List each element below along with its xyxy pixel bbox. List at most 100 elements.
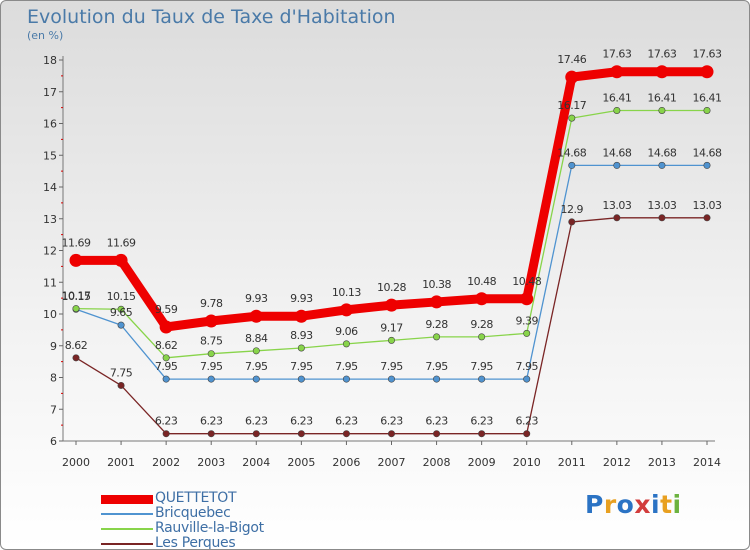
data-point: [520, 292, 534, 306]
data-point: [207, 375, 215, 383]
data-point: [387, 375, 395, 383]
data-point: [385, 298, 398, 312]
data-label: 17.63: [602, 48, 631, 61]
data-label: 8.75: [200, 335, 223, 348]
y-tick-label: 18: [43, 54, 57, 67]
legend-label: Rauville-la-Bigot: [155, 520, 264, 536]
legend-label: QUETTETOT: [155, 490, 237, 506]
data-point: [72, 305, 80, 313]
data-label: 10.13: [332, 286, 361, 299]
logo-letter: o: [616, 490, 635, 519]
data-label: 14.68: [647, 146, 676, 159]
y-tick-label: 6: [50, 435, 57, 448]
y-tick-label: 8: [50, 372, 57, 385]
data-label: 10.17: [62, 290, 91, 303]
x-tick-label: 2013: [648, 456, 676, 469]
y-tick-label: 15: [43, 149, 57, 162]
data-point: [565, 70, 579, 84]
data-point: [387, 430, 395, 438]
data-label: 10.48: [512, 275, 541, 288]
x-tick-label: 2011: [558, 456, 586, 469]
logo-letter: t: [660, 490, 673, 519]
data-label: 7.95: [515, 360, 538, 373]
data-label: 13.03: [693, 199, 722, 212]
data-point: [478, 333, 486, 341]
x-tick-label: 2003: [197, 456, 225, 469]
data-label: 9.65: [110, 306, 133, 319]
data-label: 7.95: [245, 360, 268, 373]
data-point: [252, 430, 260, 438]
data-point: [613, 214, 621, 222]
data-point: [433, 375, 441, 383]
data-label: 14.68: [602, 146, 631, 159]
data-label: 6.23: [290, 415, 313, 428]
data-label: 17.46: [557, 53, 586, 66]
data-label: 6.23: [335, 415, 358, 428]
data-label: 10.15: [107, 290, 136, 303]
y-tick-label: 9: [50, 340, 57, 353]
data-point: [252, 347, 260, 355]
data-label: 11.69: [62, 236, 91, 249]
y-tick-label: 7: [50, 403, 57, 416]
x-tick-label: 2010: [513, 456, 541, 469]
data-point: [658, 161, 666, 169]
data-point: [613, 161, 621, 169]
logo-letter: r: [603, 490, 617, 519]
data-point: [117, 321, 125, 329]
data-label: 8.62: [155, 339, 178, 352]
data-label: 13.03: [647, 199, 676, 212]
x-tick-label: 2004: [242, 456, 270, 469]
legend-swatch: [101, 528, 153, 530]
data-point: [433, 430, 441, 438]
data-point: [478, 430, 486, 438]
data-point: [478, 375, 486, 383]
data-label: 9.78: [200, 297, 223, 310]
x-tick-label: 2014: [693, 456, 721, 469]
data-label: 7.75: [110, 366, 133, 379]
data-point: [568, 218, 576, 226]
data-label: 7.95: [290, 360, 313, 373]
legend-swatch: [101, 494, 153, 504]
y-tick-label: 17: [43, 86, 57, 99]
data-label: 9.93: [290, 292, 313, 305]
data-label: 11.69: [107, 236, 136, 249]
data-point: [568, 161, 576, 169]
data-label: 6.23: [515, 415, 538, 428]
data-point: [339, 303, 353, 317]
data-point: [162, 430, 170, 438]
x-tick-label: 2012: [603, 456, 631, 469]
legend-swatch: [101, 513, 153, 515]
data-label: 10.28: [377, 281, 406, 294]
data-point: [523, 329, 531, 337]
data-label: 13.03: [602, 199, 631, 212]
data-label: 8.84: [245, 332, 268, 345]
legend-label: Bricquebec: [155, 505, 231, 521]
data-point: [117, 305, 125, 313]
y-tick-label: 11: [43, 276, 57, 289]
data-label: 6.23: [470, 415, 493, 428]
data-point: [294, 309, 308, 323]
x-tick-label: 2002: [152, 456, 180, 469]
y-tick-label: 16: [43, 118, 57, 131]
chart-unit-label: (en %): [27, 29, 64, 42]
data-point: [387, 336, 395, 344]
legend-label: Les Perques: [155, 535, 236, 550]
data-point: [252, 375, 260, 383]
data-point: [297, 375, 305, 383]
x-tick-label: 2001: [107, 456, 135, 469]
data-label: 6.23: [155, 415, 178, 428]
x-tick-label: 2008: [423, 456, 451, 469]
x-tick-label: 2007: [378, 456, 406, 469]
data-point: [342, 375, 350, 383]
chart-title: Evolution du Taux de Taxe d'Habitation: [27, 6, 396, 28]
data-label: 12.9: [561, 203, 584, 216]
x-tick-label: 2009: [468, 456, 496, 469]
data-point: [207, 350, 215, 358]
data-label: 17.63: [693, 48, 722, 61]
data-label: 7.95: [155, 360, 178, 373]
data-label: 6.23: [200, 415, 223, 428]
data-label: 9.39: [515, 314, 538, 327]
data-point: [523, 430, 531, 438]
